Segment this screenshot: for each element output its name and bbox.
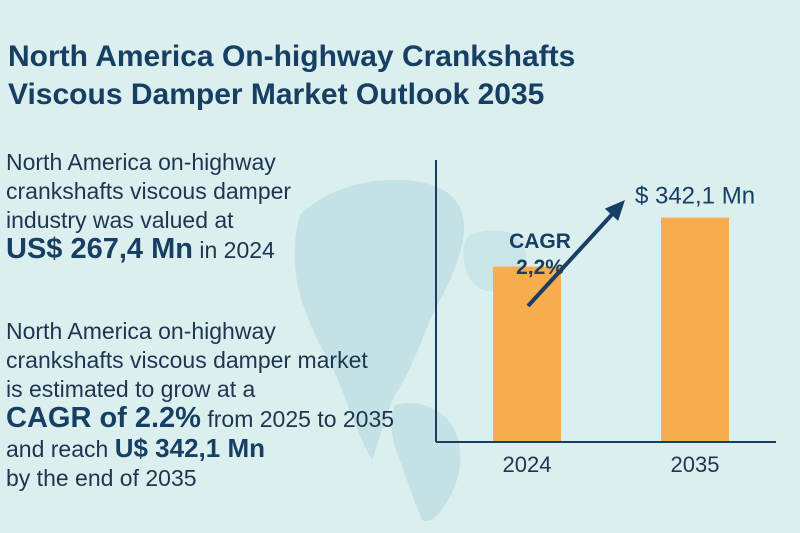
para1-line-1: North America on-highway	[6, 149, 276, 175]
para2-line-3: is estimated to grow at a	[6, 376, 256, 402]
para2-line-4: CAGR of 2.2% from 2025 to 2035	[6, 404, 436, 434]
cagr-annotation-line-2: 2,2%	[516, 256, 564, 279]
page-title: North America On-highway Crankshafts Vis…	[8, 38, 788, 114]
cagr-annotation-line-1: CAGR	[509, 230, 571, 253]
bar-2035	[661, 217, 729, 442]
para1-line-3: industry was valued at	[6, 207, 234, 233]
para2-line-2: crankshafts viscous damper market	[6, 347, 368, 373]
valuation-value: US$ 267,4 Mn	[6, 233, 193, 265]
para1-line-2: crankshafts viscous damper	[6, 178, 292, 204]
title-line-2: Viscous Damper Market Outlook 2035	[8, 78, 545, 111]
para1-line-4: US$ 267,4 Mn in 2024	[6, 235, 436, 265]
cagr-arrow-line	[526, 207, 619, 308]
valuation-paragraph: North America on-highway crankshafts vis…	[6, 148, 436, 265]
reach-prefix: and reach	[6, 436, 115, 462]
x-tick-label-2024: 2024	[503, 452, 552, 477]
title-line-1: North America On-highway Crankshafts	[8, 40, 576, 73]
para2-line-1: North America on-highway	[6, 318, 276, 344]
valuation-year: in 2024	[192, 237, 275, 263]
para2-line-6: by the end of 2035	[6, 465, 197, 491]
data-label-2035: $ 342,1 Mn	[635, 183, 755, 210]
para2-line-5: and reach U$ 342,1 Mn	[6, 434, 436, 464]
south-america-shape	[391, 402, 461, 522]
north-america-shape	[294, 179, 465, 461]
bar-2024	[493, 266, 561, 442]
cagr-value: CAGR of 2.2%	[6, 402, 201, 434]
reach-value: U$ 342,1 Mn	[114, 433, 265, 463]
growth-paragraph: North America on-highway crankshafts vis…	[6, 317, 436, 493]
x-tick-label-2035: 2035	[671, 452, 720, 477]
cagr-period: from 2025 to 2035	[200, 406, 395, 432]
cagr-arrow-head	[604, 200, 625, 221]
